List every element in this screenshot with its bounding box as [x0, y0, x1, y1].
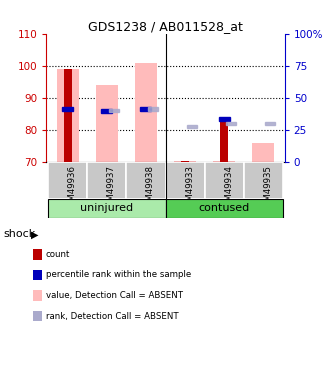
Text: uninjured: uninjured [80, 203, 133, 213]
Bar [226, 122, 236, 125]
Bar [265, 122, 275, 125]
Text: GSM49938: GSM49938 [146, 165, 155, 211]
Bar [244, 162, 283, 199]
Bar [187, 125, 197, 129]
Bar [253, 143, 274, 162]
Text: value, Detection Call = ABSENT: value, Detection Call = ABSENT [46, 291, 183, 300]
Bar [219, 117, 230, 121]
Bar [62, 107, 73, 111]
Text: contused: contused [199, 203, 250, 213]
Bar [174, 161, 196, 162]
Text: GSM49937: GSM49937 [107, 165, 116, 211]
Bar [64, 69, 72, 162]
Bar [166, 199, 283, 217]
Bar [101, 109, 112, 112]
Bar [205, 162, 244, 199]
Text: shock: shock [3, 230, 35, 239]
Bar [140, 107, 152, 111]
Bar [87, 162, 126, 199]
Text: GSM49936: GSM49936 [68, 165, 77, 211]
Bar [126, 162, 166, 199]
Bar [181, 161, 189, 162]
Text: ▶: ▶ [31, 230, 39, 239]
Bar [48, 162, 87, 199]
Text: percentile rank within the sample: percentile rank within the sample [46, 270, 191, 279]
Bar [148, 107, 158, 111]
Title: GDS1238 / AB011528_at: GDS1238 / AB011528_at [88, 20, 243, 33]
Bar [135, 63, 157, 162]
Bar [109, 109, 119, 112]
Text: GSM49934: GSM49934 [224, 165, 233, 211]
Text: GSM49933: GSM49933 [185, 165, 194, 211]
Bar [213, 161, 235, 162]
Bar [48, 199, 166, 217]
Text: count: count [46, 250, 70, 259]
Text: rank, Detection Call = ABSENT: rank, Detection Call = ABSENT [46, 312, 178, 321]
Bar [96, 85, 118, 162]
Text: GSM49935: GSM49935 [263, 165, 272, 211]
Bar [166, 162, 205, 199]
Bar [220, 118, 228, 162]
Bar [57, 69, 78, 162]
